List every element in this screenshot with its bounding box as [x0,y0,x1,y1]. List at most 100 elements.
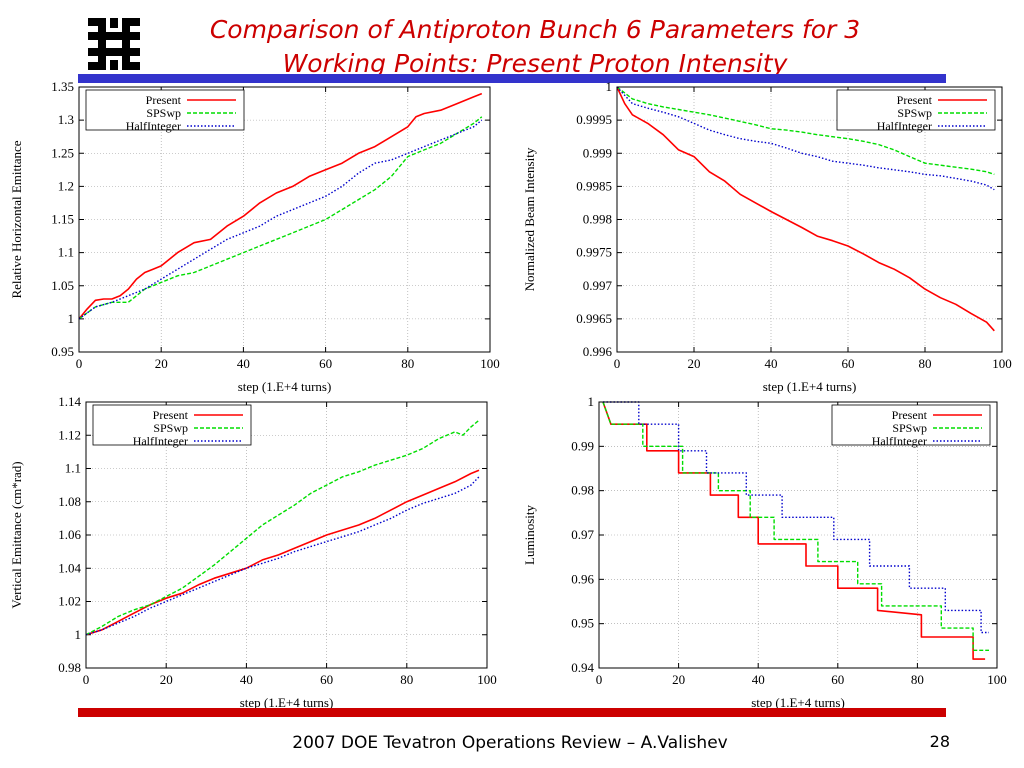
y-tick-label: 1.04 [58,560,81,575]
slide-title-line-2: Working Points: Present Proton Intensity [282,49,788,78]
y-axis-label: Normalized Beam Intensity [522,147,537,291]
legend-box [836,89,996,131]
x-tick-label: 40 [240,672,253,687]
y-tick-label: 1.1 [65,461,81,476]
x-tick-label: 100 [992,356,1012,371]
series-line-present [78,92,483,320]
x-tick-label: 20 [160,672,173,687]
y-tick-label: 1 [68,311,75,326]
slide-footer: 2007 DOE Tevatron Operations Review – A.… [292,733,728,753]
x-tick-label: 60 [831,672,844,687]
slide-title: Comparison of Antiproton Bunch 6 Paramet… [150,13,920,81]
fermilab-logo-icon [88,18,140,70]
y-tick-label: 1.05 [51,278,74,293]
x-axis-label: step (1.E+4 turns) [763,379,857,394]
x-tick-label: 40 [752,672,765,687]
chart-luminosity: 0 20 40 60 80 100 0.94 0.95 0.96 0.97 0.98 0.99 1 Pre… [522,396,1007,710]
y-tick-label: 0.999 [583,145,612,160]
legend-box [85,89,245,131]
y-tick-label: 1.12 [58,427,81,442]
legend-label: SPSwp [892,421,927,435]
legend-label: HalfInteger [133,434,188,448]
page-number: 28 [929,732,950,751]
x-tick-label: 80 [401,356,414,371]
y-tick-label: 0.996 [583,344,613,359]
plot-frame [85,401,488,669]
series-line-spswp [602,401,989,652]
chart-horizontal-emittance: 0 20 40 60 80 100 0.95 1 1.05 1.1 1.15 1.2 1.25 1.3 1.… [9,82,500,394]
legend-box [92,404,252,446]
x-tick-label: 40 [237,356,250,371]
y-axis-label: Relative Horizontal Emittance [9,140,24,298]
x-tick-label: 20 [672,672,685,687]
y-tick-label: 1.14 [58,396,81,409]
y-tick-label: 1.02 [58,594,81,609]
series-line-halfinteger [85,476,480,636]
legend-label: SPSwp [897,106,932,120]
legend-label: HalfInteger [126,119,181,133]
legend-label: Present [153,408,189,422]
top-divider-bar [78,74,946,83]
x-tick-label: 20 [155,356,168,371]
x-tick-label: 80 [400,672,413,687]
y-tick-label: 0.98 [571,483,594,498]
legend-label: HalfInteger [877,119,932,133]
y-tick-label: 1.1 [58,245,74,260]
legend-label: HalfInteger [872,434,927,448]
y-tick-label: 0.9975 [576,245,612,260]
x-tick-label: 60 [320,672,333,687]
series-line-spswp [78,116,483,320]
y-tick-label: 0.97 [571,527,594,542]
bottom-divider-bar [78,708,946,717]
legend-label: Present [892,408,928,422]
y-axis-label: Luminosity [522,505,537,565]
y-tick-label: 1 [75,627,82,642]
x-tick-label: 0 [76,356,83,371]
x-tick-label: 0 [614,356,621,371]
x-tick-label: 80 [919,356,932,371]
series-line-present [85,469,480,636]
y-tick-label: 0.98 [58,660,81,675]
series-line-present [616,86,995,332]
y-tick-label: 1.2 [58,178,74,193]
series-line-halfinteger [603,401,989,634]
y-tick-label: 1.25 [51,145,74,160]
y-tick-label: 0.94 [571,660,594,675]
series-line-halfinteger [616,86,995,191]
x-axis-label: step (1.E+4 turns) [238,379,332,394]
x-tick-label: 60 [842,356,855,371]
y-tick-label: 0.95 [571,616,594,631]
y-tick-label: 0.998 [583,212,612,227]
x-tick-label: 100 [480,356,500,371]
series-line-spswp [85,419,480,636]
series-line-present [602,401,986,660]
y-tick-label: 1 [606,82,613,94]
legend-label: Present [146,93,182,107]
x-tick-label: 0 [596,672,603,687]
y-tick-label: 1.3 [58,112,74,127]
slide-title-line-1: Comparison of Antiproton Bunch 6 Paramet… [209,15,861,44]
y-tick-label: 0.9995 [576,112,612,127]
y-tick-label: 1.06 [58,527,81,542]
y-tick-label: 0.9985 [576,178,612,193]
y-tick-label: 0.99 [571,438,594,453]
legend-label: SPSwp [146,106,181,120]
y-tick-label: 1.35 [51,82,74,94]
series-line-spswp [616,86,995,176]
y-tick-label: 0.997 [583,278,613,293]
y-tick-label: 1 [588,396,595,409]
legend-box [831,404,991,446]
x-axis-label: step (1.E+4 turns) [240,695,334,710]
plot-frame [78,86,491,353]
y-tick-label: 0.96 [571,571,594,586]
y-tick-label: 0.95 [51,344,74,359]
chart-beam-intensity: 0 20 40 60 80 100 0.996 0.9965 0.997 0.9975 0.998 0… [522,82,1012,394]
x-tick-label: 100 [477,672,497,687]
x-tick-label: 100 [987,672,1007,687]
y-tick-label: 1.08 [58,494,81,509]
x-axis-label: step (1.E+4 turns) [751,695,845,710]
x-tick-label: 40 [765,356,778,371]
